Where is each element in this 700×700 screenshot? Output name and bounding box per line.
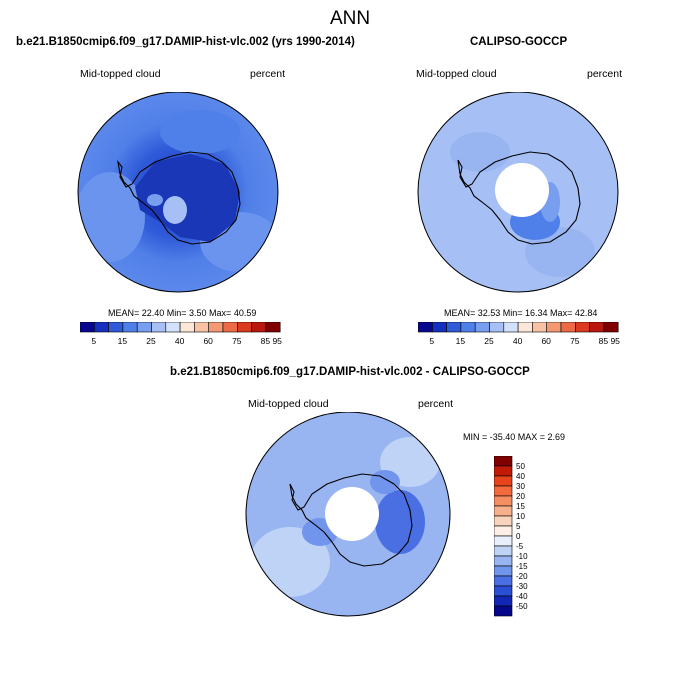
colorbar-tick-label: 5	[516, 522, 521, 531]
colorbar-swatch	[494, 545, 513, 557]
colorbar-swatch	[494, 585, 513, 597]
colorbar-swatch	[494, 505, 513, 517]
colorbar-swatch	[494, 456, 513, 467]
colorbar-swatch	[94, 322, 109, 333]
colorbar-tick-label: -50	[516, 602, 528, 611]
panel3-map	[245, 412, 451, 617]
colorbar-swatch	[179, 322, 195, 333]
colorbar-tick-label: 20	[516, 492, 525, 501]
colorbar-tick-label: 30	[516, 482, 525, 491]
colorbar-swatch	[494, 475, 513, 487]
colorbar-swatch	[237, 322, 252, 333]
colorbar-tick-label: 25	[146, 336, 156, 346]
colorbar-swatch	[494, 575, 513, 587]
antarctica-outline-1	[117, 151, 241, 245]
colorbar-swatch	[494, 495, 513, 507]
colorbar-swatch	[503, 322, 519, 333]
colorbar-tick-label: 15	[456, 336, 466, 346]
colorbar-tick-label: 85	[599, 336, 609, 346]
colorbar-swatch	[80, 322, 95, 333]
panel3-variable-label: Mid-topped cloud	[248, 398, 329, 410]
antarctica-outline-3	[289, 473, 413, 567]
antarctica-outline-2	[457, 151, 581, 245]
colorbar-swatch	[265, 322, 281, 333]
colorbar-swatch	[494, 555, 513, 567]
colorbar-swatch	[251, 322, 267, 333]
figure-title: ANN	[329, 8, 371, 29]
colorbar-swatch	[494, 465, 513, 477]
colorbar-tick-label: -30	[516, 582, 528, 591]
panel2-heading: CALIPSO-GOCCP	[470, 36, 568, 48]
colorbar-swatch	[418, 322, 433, 333]
colorbar-tick-label: 25	[484, 336, 494, 346]
panel1-variable-label: Mid-topped cloud	[80, 68, 161, 80]
colorbar-swatch	[474, 322, 490, 333]
panel2-map	[417, 92, 619, 293]
colorbar-tick-label: 95	[610, 336, 620, 346]
colorbar-swatch	[489, 322, 505, 333]
colorbar-tick-label: 5	[429, 336, 434, 346]
colorbar-tick-label: 50	[516, 462, 525, 471]
colorbar-swatch	[151, 322, 167, 333]
colorbar-tick-label: 60	[541, 336, 551, 346]
colorbar-tick-label: 60	[203, 336, 213, 346]
panel2-colorbar: 5 15 25 40 60 75 85 95	[418, 322, 620, 346]
colorbar-swatch	[494, 525, 513, 537]
panel3-stats: MIN = -35.40 MAX = 2.69	[463, 432, 566, 442]
colorbar-swatch	[494, 515, 513, 527]
panel1-map	[77, 92, 279, 293]
colorbar-tick-label: 75	[232, 336, 242, 346]
colorbar-tick-label: 5	[91, 336, 96, 346]
colorbar-tick-label: 15	[118, 336, 128, 346]
colorbar-swatch	[494, 535, 513, 547]
colorbar-tick-label: -15	[516, 562, 528, 571]
colorbar-swatch	[108, 322, 124, 333]
colorbar-swatch	[432, 322, 447, 333]
panel1-heading: b.e21.B1850cmip6.f09_g17.DAMIP-hist-vlc.…	[16, 36, 355, 48]
colorbar-tick-label: 40	[175, 336, 185, 346]
colorbar-swatch	[494, 595, 513, 607]
colorbar-tick-label: 75	[570, 336, 580, 346]
colorbar-swatch	[546, 322, 562, 333]
colorbar-tick-label: 95	[272, 336, 282, 346]
panel3-units-label: percent	[418, 398, 454, 410]
panel3-heading: b.e21.B1850cmip6.f09_g17.DAMIP-hist-vlc.…	[170, 366, 530, 378]
colorbar-swatch	[446, 322, 462, 333]
colorbar-swatch	[589, 322, 605, 333]
colorbar-tick-label: 85	[261, 336, 271, 346]
colorbar-tick-label: 15	[516, 502, 525, 511]
colorbar-tick-label: -40	[516, 592, 528, 601]
colorbar-swatch	[165, 322, 181, 333]
colorbar-swatch	[222, 322, 238, 333]
colorbar-tick-label: -20	[516, 572, 528, 581]
colorbar-swatch	[517, 322, 533, 333]
colorbar-tick-label: 40	[516, 472, 525, 481]
colorbar-swatch	[494, 485, 513, 497]
colorbar-tick-label: 10	[516, 512, 525, 521]
colorbar-swatch	[460, 322, 476, 333]
panel2-units-label: percent	[587, 68, 623, 80]
colorbar-swatch	[575, 322, 590, 333]
panel2-variable-label: Mid-topped cloud	[416, 68, 497, 80]
panel1-units-label: percent	[250, 68, 286, 80]
colorbar-swatch	[122, 322, 138, 333]
colorbar-tick-label: 0	[516, 532, 521, 541]
colorbar-tick-label: -10	[516, 552, 528, 561]
colorbar-swatch	[603, 322, 619, 333]
colorbar-swatch	[532, 322, 548, 333]
colorbar-swatch	[194, 322, 210, 333]
colorbar-swatch	[494, 605, 513, 617]
colorbar-swatch	[494, 565, 513, 577]
panel1-stats: MEAN= 22.40 Min= 3.50 Max= 40.59	[108, 308, 257, 318]
colorbar-tick-label: -5	[516, 542, 524, 551]
panel2-stats: MEAN= 32.53 Min= 16.34 Max= 42.84	[444, 308, 598, 318]
colorbar-swatch	[560, 322, 576, 333]
panel1-colorbar: 5 15 25 40 60 75 85 95	[80, 322, 282, 346]
colorbar-tick-label: 40	[513, 336, 523, 346]
colorbar-swatch	[208, 322, 224, 333]
colorbar-swatch	[136, 322, 152, 333]
